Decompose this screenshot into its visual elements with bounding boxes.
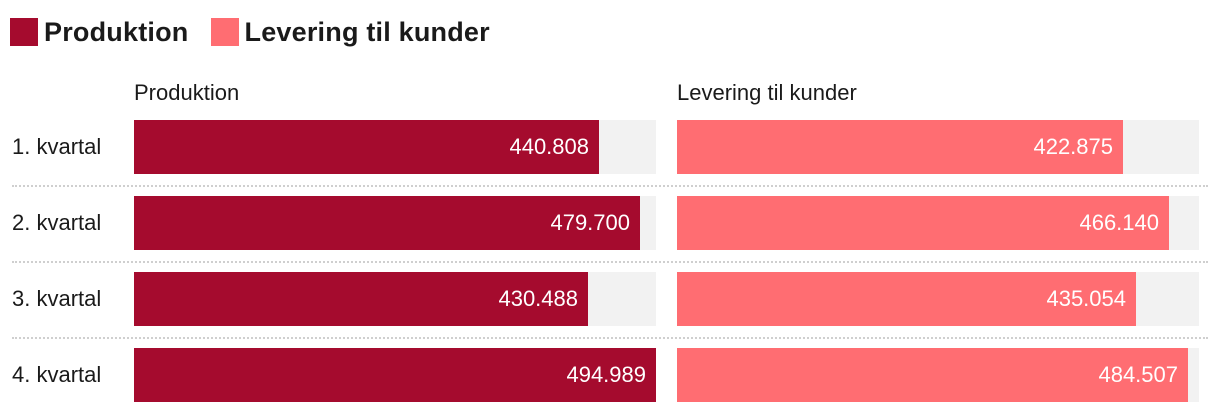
category-label: 3. kvartal	[12, 286, 102, 311]
bar-value-label: 466.140	[1079, 210, 1159, 235]
bar-track: 494.989	[134, 348, 656, 402]
bar-track: 440.808	[134, 120, 656, 174]
bar: 422.875	[677, 120, 1123, 174]
row-separator	[12, 185, 1208, 187]
bar-track: 484.507	[677, 348, 1199, 402]
column-header-produktion: Produktion	[134, 80, 240, 105]
bar-value-label: 479.700	[550, 210, 630, 235]
category-label: 1. kvartal	[12, 134, 102, 159]
legend-label-levering: Levering til kunder	[244, 16, 490, 47]
bar-track: 466.140	[677, 196, 1199, 250]
row-separator	[12, 337, 1208, 339]
bar: 466.140	[677, 196, 1169, 250]
bar: 484.507	[677, 348, 1188, 402]
bar-track: 479.700	[134, 196, 656, 250]
column-header-levering: Levering til kunder	[677, 80, 857, 105]
bar-track: 422.875	[677, 120, 1199, 174]
bar: 440.808	[134, 120, 599, 174]
legend: Produktion Levering til kunder	[10, 14, 512, 50]
bar-value-label: 422.875	[1033, 134, 1113, 159]
legend-label-produktion: Produktion	[44, 16, 189, 47]
row-separator	[12, 261, 1208, 263]
bar-value-label: 430.488	[498, 286, 578, 311]
legend-swatch-produktion	[10, 18, 38, 46]
bar: 494.989	[134, 348, 656, 402]
bar: 435.054	[677, 272, 1136, 326]
bar: 430.488	[134, 272, 588, 326]
category-label: 4. kvartal	[12, 362, 102, 387]
bar-value-label: 440.808	[509, 134, 589, 159]
category-label: 2. kvartal	[12, 210, 102, 235]
legend-item-levering: Levering til kunder	[210, 16, 490, 48]
legend-item-produktion: Produktion	[10, 17, 189, 48]
bar-track: 435.054	[677, 272, 1199, 326]
bar-value-label: 435.054	[1046, 286, 1126, 311]
bar-value-label: 484.507	[1098, 362, 1178, 387]
bar-track: 430.488	[134, 272, 656, 326]
legend-swatch-levering	[210, 18, 239, 46]
bar-value-label: 494.989	[566, 362, 646, 387]
bar: 479.700	[134, 196, 640, 250]
